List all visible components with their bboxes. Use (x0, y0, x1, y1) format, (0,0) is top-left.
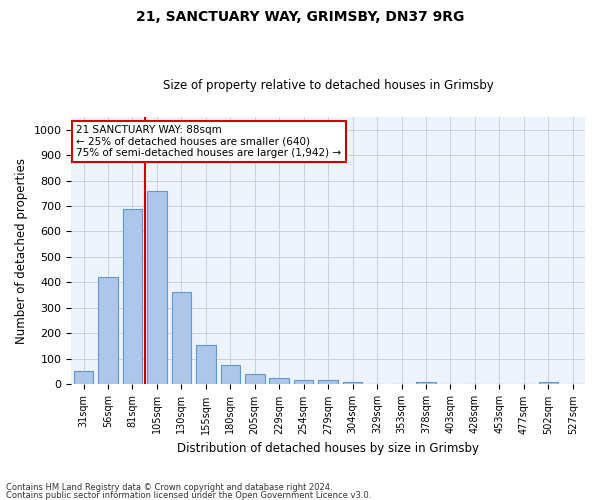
Bar (122, 208, 142, 384)
Bar (294, 380, 313, 384)
Bar (539, 382, 558, 384)
Title: Size of property relative to detached houses in Grimsby: Size of property relative to detached ho… (163, 79, 494, 92)
Text: Contains public sector information licensed under the Open Government Licence v3: Contains public sector information licen… (6, 490, 371, 500)
Text: Contains HM Land Registry data © Crown copyright and database right 2024.: Contains HM Land Registry data © Crown c… (6, 484, 332, 492)
Bar (147, 190, 167, 384)
Bar (172, 292, 191, 384)
Bar (343, 382, 362, 384)
Bar (245, 374, 265, 384)
Bar (196, 345, 215, 385)
Bar (221, 366, 240, 384)
Bar (98, 276, 118, 384)
X-axis label: Distribution of detached houses by size in Grimsby: Distribution of detached houses by size … (177, 442, 479, 455)
Bar (416, 382, 436, 384)
Bar (74, 371, 93, 384)
Text: 21 SANCTUARY WAY: 88sqm
← 25% of detached houses are smaller (640)
75% of semi-d: 21 SANCTUARY WAY: 88sqm ← 25% of detache… (76, 125, 341, 158)
Bar (269, 378, 289, 384)
Y-axis label: Number of detached properties: Number of detached properties (15, 158, 28, 344)
Bar (319, 380, 338, 384)
Text: 21, SANCTUARY WAY, GRIMSBY, DN37 9RG: 21, SANCTUARY WAY, GRIMSBY, DN37 9RG (136, 10, 464, 24)
